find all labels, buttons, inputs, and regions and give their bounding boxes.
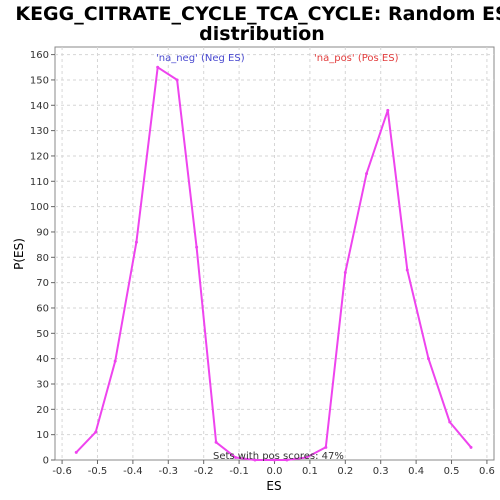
x-tick-label: -0.5 [88,466,108,477]
data-point [113,359,117,363]
y-tick-label: 20 [36,405,49,416]
y-tick-label: 140 [30,101,49,112]
data-point [156,65,160,69]
axes: 0 10 20 30 40 50 60 70 80 90 100 110 120 130 140 150 160… [30,50,495,477]
y-tick-label: 90 [36,227,49,238]
data-point [94,430,98,434]
data-point [214,440,218,444]
data-point [304,455,308,459]
data-point [74,450,78,454]
data-point [469,445,473,449]
data-point [134,240,138,244]
x-tick-label: 0.4 [408,466,424,477]
x-axis-label: ES [266,479,281,493]
data-point [365,172,369,176]
data-point [448,420,452,424]
series-layer [74,65,473,462]
data-point [343,271,347,275]
y-tick-label: 40 [36,354,49,365]
y-tick-label: 70 [36,278,49,289]
y-tick-label: 110 [30,177,49,188]
y-tick-label: 60 [36,303,49,314]
y-tick-label: 100 [30,202,49,213]
chart-title-line-1: KEGG_CITRATE_CYCLE_TCA_CYCLE: Random ES [15,3,500,25]
data-point [195,245,199,249]
pos-es-label: 'na_pos' (Pos ES) [314,53,399,64]
x-tick-label: 0.5 [444,466,460,477]
pos-score-footer: Sets with pos scores: 47% [213,451,344,462]
x-tick-label: -0.1 [229,466,249,477]
y-tick-label: 130 [30,126,49,137]
x-tick-label: 0.2 [337,466,353,477]
x-tick-label: 0.6 [479,466,495,477]
data-point [405,268,409,272]
data-point [386,108,390,112]
y-tick-label: 160 [30,50,49,61]
chart-title-line-2: distribution [199,23,325,45]
x-tick-label: -0.3 [159,466,179,477]
y-tick-label: 150 [30,75,49,86]
data-point [253,458,257,462]
neg-es-label: 'na_neg' (Neg ES) [156,53,245,64]
y-tick-label: 0 [43,456,49,467]
data-point [175,78,179,82]
x-tick-label: -0.2 [194,466,214,477]
x-tick-label: -0.6 [52,466,72,477]
data-point [273,458,276,462]
y-tick-label: 50 [36,329,49,340]
grid [55,47,494,460]
x-tick-label: 0.3 [373,466,389,477]
y-tick-label: 30 [36,379,49,390]
data-point [285,458,289,462]
y-axis-label: P(ES) [12,238,26,270]
data-point [427,357,431,361]
y-tick-label: 10 [36,430,49,441]
x-tick-label: 0.0 [267,466,283,477]
x-tick-label: -0.4 [123,466,143,477]
data-point [234,455,238,459]
y-tick-label: 80 [36,253,49,264]
x-tick-label: 0.1 [302,466,318,477]
data-point [324,445,328,449]
y-tick-label: 120 [30,151,49,162]
